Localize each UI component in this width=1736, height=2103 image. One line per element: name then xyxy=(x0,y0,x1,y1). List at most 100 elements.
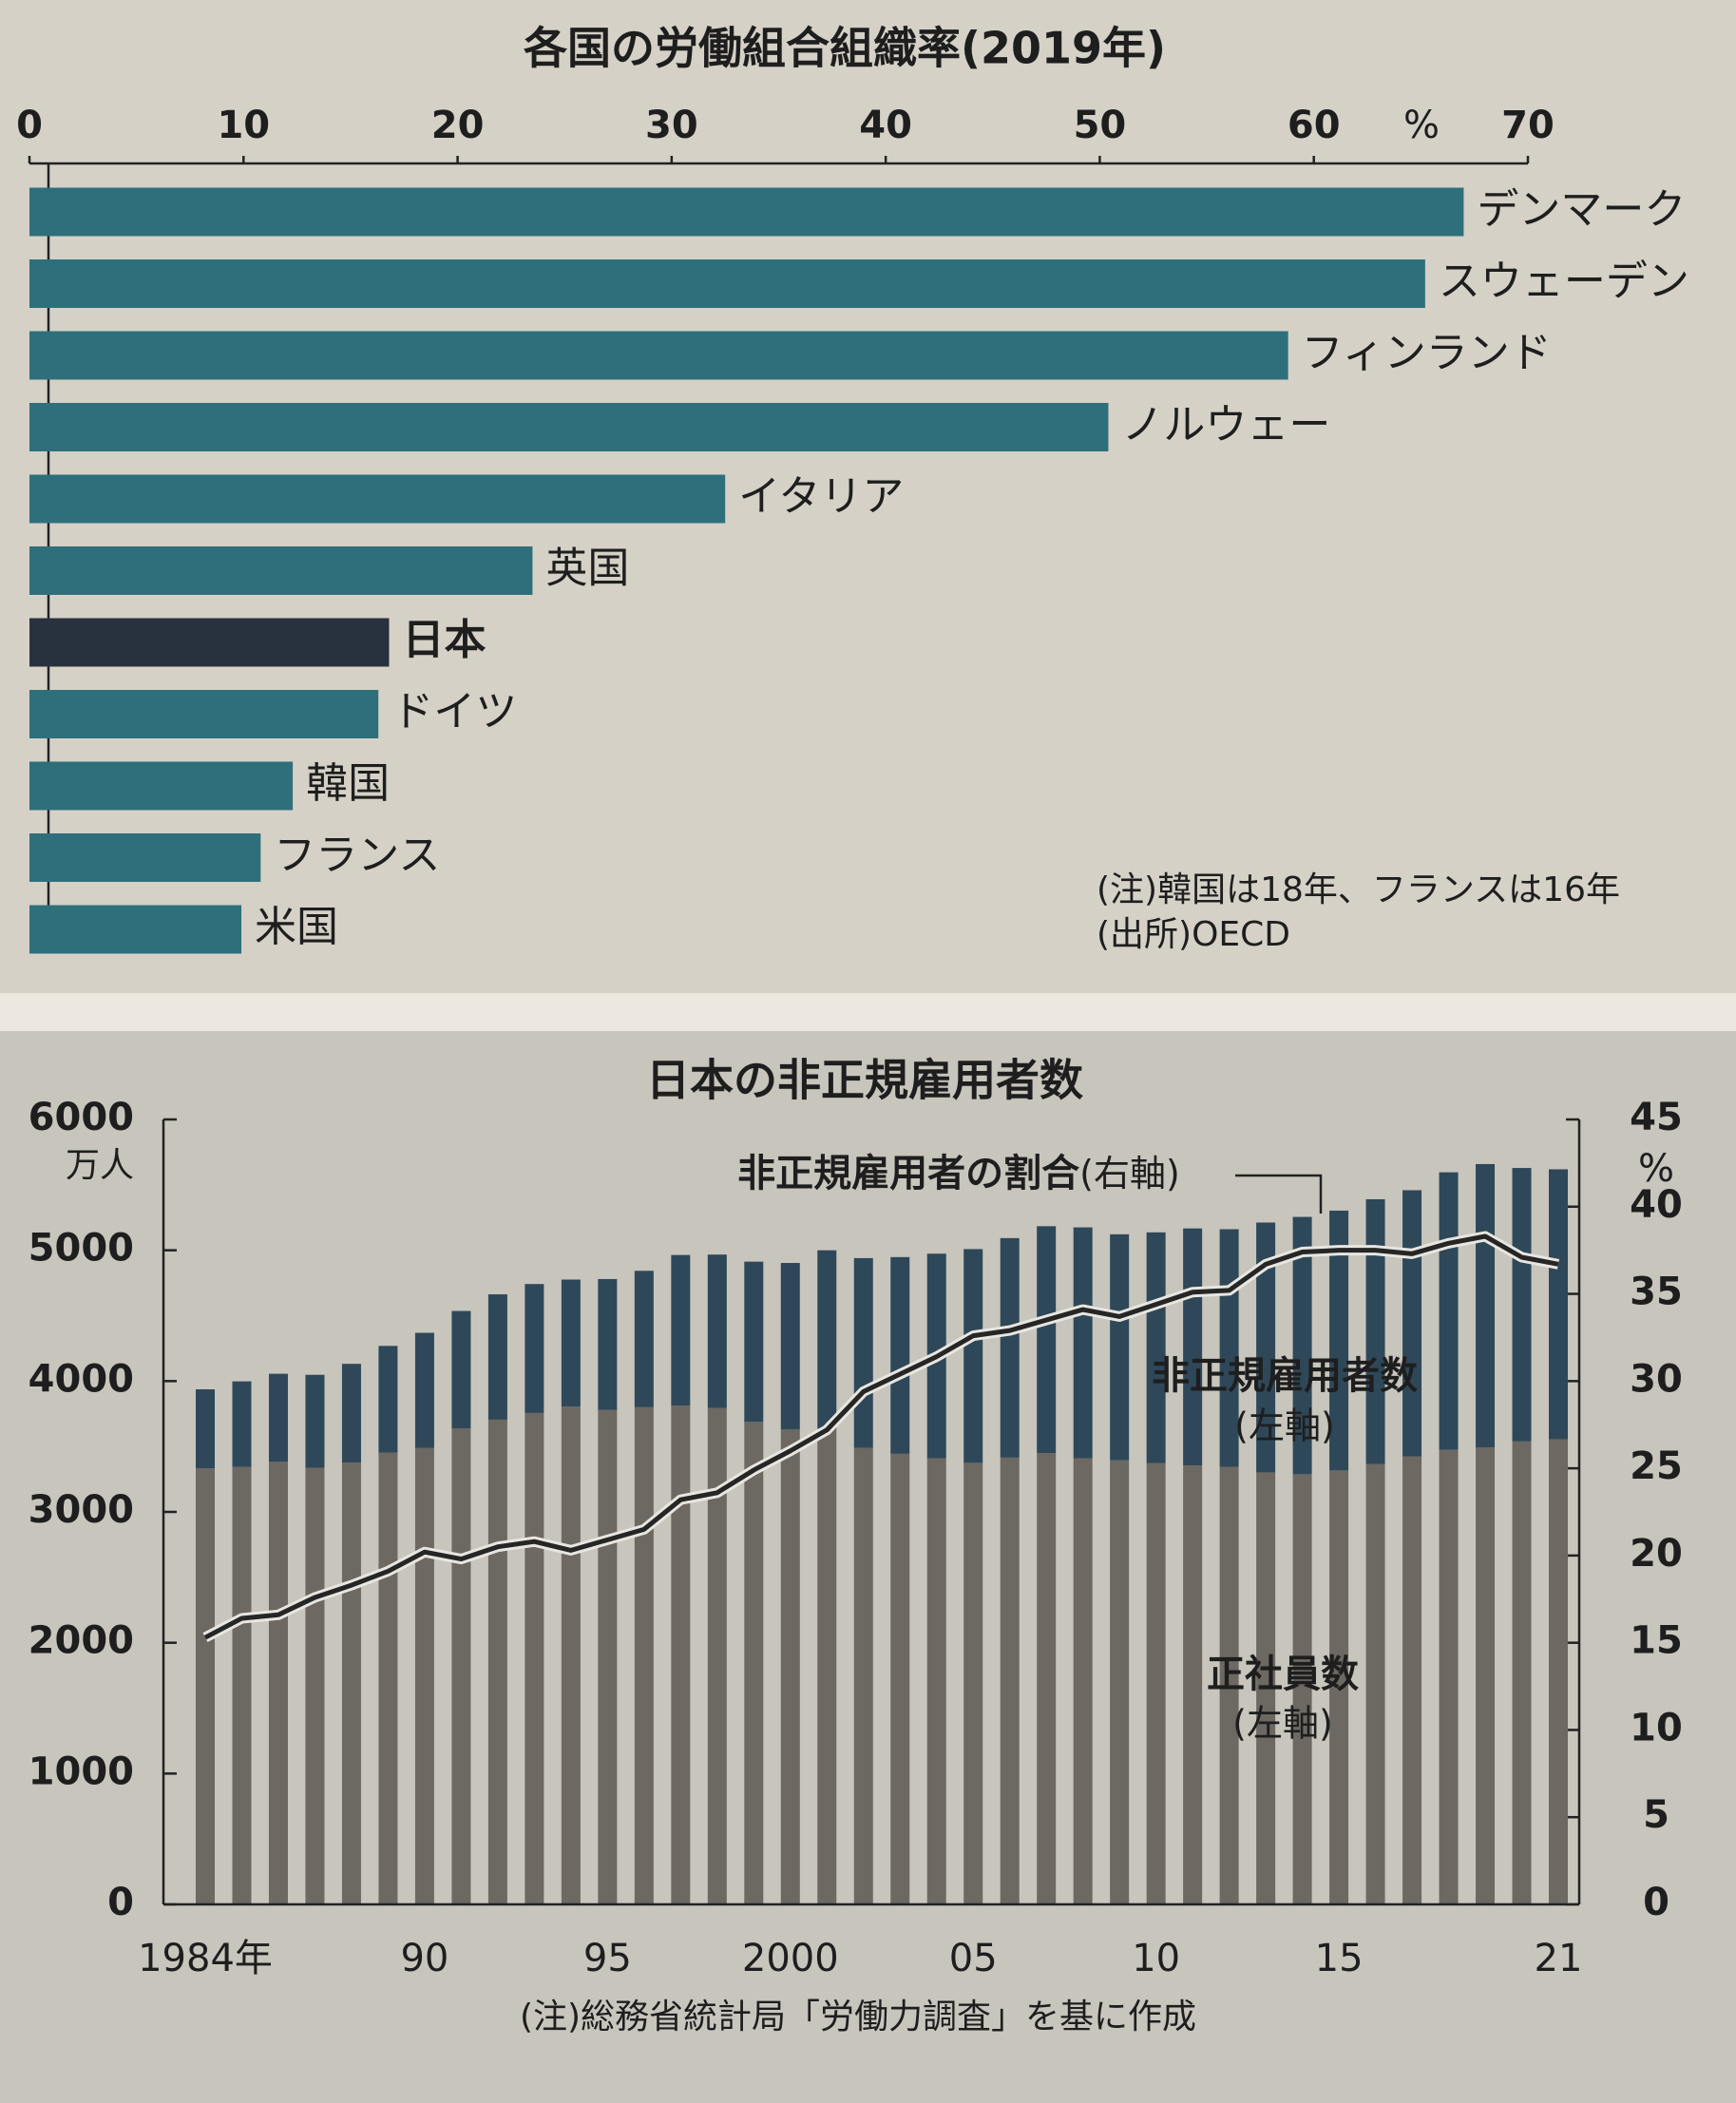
bar-segment xyxy=(232,1466,252,1904)
bar-segment xyxy=(451,1428,471,1904)
series-axis-label: (左軸) xyxy=(1234,1405,1335,1447)
y-tick-label: 5000 xyxy=(29,1227,134,1271)
bar-segment xyxy=(963,1463,983,1904)
bar xyxy=(29,833,261,882)
bar-segment xyxy=(196,1389,215,1469)
bar-segment xyxy=(414,1447,434,1904)
bar-label: 日本 xyxy=(402,616,486,664)
bar-segment xyxy=(1256,1222,1276,1473)
bar-segment xyxy=(487,1294,507,1420)
bar-segment xyxy=(341,1364,361,1463)
bar-segment xyxy=(780,1429,800,1904)
bar-segment xyxy=(232,1381,252,1467)
y2-tick-label: 20 xyxy=(1630,1532,1683,1576)
bar-segment xyxy=(305,1467,325,1904)
y2-tick-label: 40 xyxy=(1630,1183,1683,1227)
bar-label: フランス xyxy=(274,832,440,880)
bar-segment xyxy=(890,1256,910,1454)
series-label: 非正規雇用者の割合(右軸) xyxy=(737,1152,1180,1195)
bar-segment xyxy=(1073,1458,1093,1904)
x-tick-label: 10 xyxy=(217,104,270,147)
x-tick-label: 60 xyxy=(1288,104,1341,147)
y2-tick-label: 10 xyxy=(1630,1706,1683,1749)
x-tick-label: 30 xyxy=(645,104,698,147)
bar-segment xyxy=(598,1409,618,1904)
bar-segment xyxy=(1365,1463,1385,1904)
x-tick-label: 2000 xyxy=(742,1937,839,1980)
bar-segment xyxy=(744,1261,764,1423)
bar xyxy=(29,690,379,738)
bar-label: 米国 xyxy=(255,903,338,951)
y-tick-label: 3000 xyxy=(29,1488,134,1532)
bar-label: デンマーク xyxy=(1477,185,1686,234)
bar xyxy=(29,905,242,954)
note: (出所)OECD xyxy=(1097,915,1290,954)
y2-tick-label: 35 xyxy=(1630,1271,1683,1314)
bar-segment xyxy=(634,1271,654,1407)
bar xyxy=(29,546,533,595)
bar-segment xyxy=(1146,1232,1166,1463)
bar xyxy=(29,618,390,667)
bar-segment xyxy=(1110,1233,1130,1461)
bar-segment xyxy=(1256,1472,1276,1904)
series-label: 正社員数 xyxy=(1207,1653,1359,1696)
series-label: 非正規雇用者数 xyxy=(1152,1354,1418,1398)
bar-segment xyxy=(1329,1470,1349,1904)
y2-tick-label: 45 xyxy=(1630,1096,1683,1139)
bar-segment xyxy=(525,1284,544,1413)
note: (注)韓国は18年、フランスは16年 xyxy=(1097,870,1620,909)
x-tick-label: 95 xyxy=(583,1937,632,1980)
bar-segment xyxy=(853,1257,873,1448)
bar-segment xyxy=(1000,1237,1020,1458)
bar xyxy=(29,331,1288,380)
y-tick-label: 6000 xyxy=(29,1096,134,1139)
bar-label: ノルウェー xyxy=(1121,401,1330,449)
bar xyxy=(29,187,1464,237)
chart-title: 各国の労働組合組織率(2019年) xyxy=(524,23,1166,74)
bar-label: フィンランド xyxy=(1302,329,1552,377)
bar-segment xyxy=(1037,1226,1057,1454)
x-tick-label: 20 xyxy=(431,104,485,147)
bar-segment xyxy=(780,1263,800,1430)
y-tick-label: 1000 xyxy=(29,1749,134,1793)
x-tick-label: 21 xyxy=(1535,1937,1583,1980)
bar-segment xyxy=(1000,1457,1020,1904)
y-unit: 万人 xyxy=(66,1146,134,1185)
bar-segment xyxy=(1439,1172,1459,1450)
line xyxy=(203,1233,1559,1640)
bar-segment xyxy=(1476,1163,1496,1447)
bar-segment xyxy=(1219,1466,1239,1904)
bar-segment xyxy=(1183,1465,1203,1904)
bar-segment xyxy=(305,1374,325,1468)
bar-label: スウェーデン xyxy=(1439,258,1689,306)
bar-segment xyxy=(561,1279,581,1407)
bar-segment xyxy=(378,1452,398,1904)
bar xyxy=(29,259,1425,308)
x-tick-label: 70 xyxy=(1501,104,1555,147)
leader-line xyxy=(1235,1174,1323,1214)
bar xyxy=(29,474,726,524)
x-tick-label: 05 xyxy=(949,1937,998,1980)
bar-segment xyxy=(1329,1210,1349,1471)
bar-segment xyxy=(598,1278,618,1410)
bar-segment xyxy=(671,1405,691,1904)
bar-segment xyxy=(268,1373,288,1463)
bar-segment xyxy=(1146,1463,1166,1904)
x-tick-label: 40 xyxy=(859,104,912,147)
bar-segment xyxy=(853,1447,873,1904)
bar-segment xyxy=(744,1422,764,1904)
y-tick-label: 4000 xyxy=(29,1357,134,1401)
x-tick-label: 90 xyxy=(400,1937,448,1980)
bar-segment xyxy=(707,1254,727,1408)
y2-tick-label: 15 xyxy=(1630,1619,1683,1663)
series-name: 非正規雇用者の割合 xyxy=(737,1152,1079,1195)
chart-title: 日本の非正規雇用者数 xyxy=(646,1055,1083,1106)
unit-label: % xyxy=(1403,104,1440,147)
y2-unit: % xyxy=(1638,1147,1674,1191)
bar-segment xyxy=(817,1427,837,1904)
series-axis-label: (左軸) xyxy=(1232,1703,1333,1745)
bar-segment xyxy=(1292,1216,1312,1475)
y-tick-label: 0 xyxy=(107,1881,134,1924)
